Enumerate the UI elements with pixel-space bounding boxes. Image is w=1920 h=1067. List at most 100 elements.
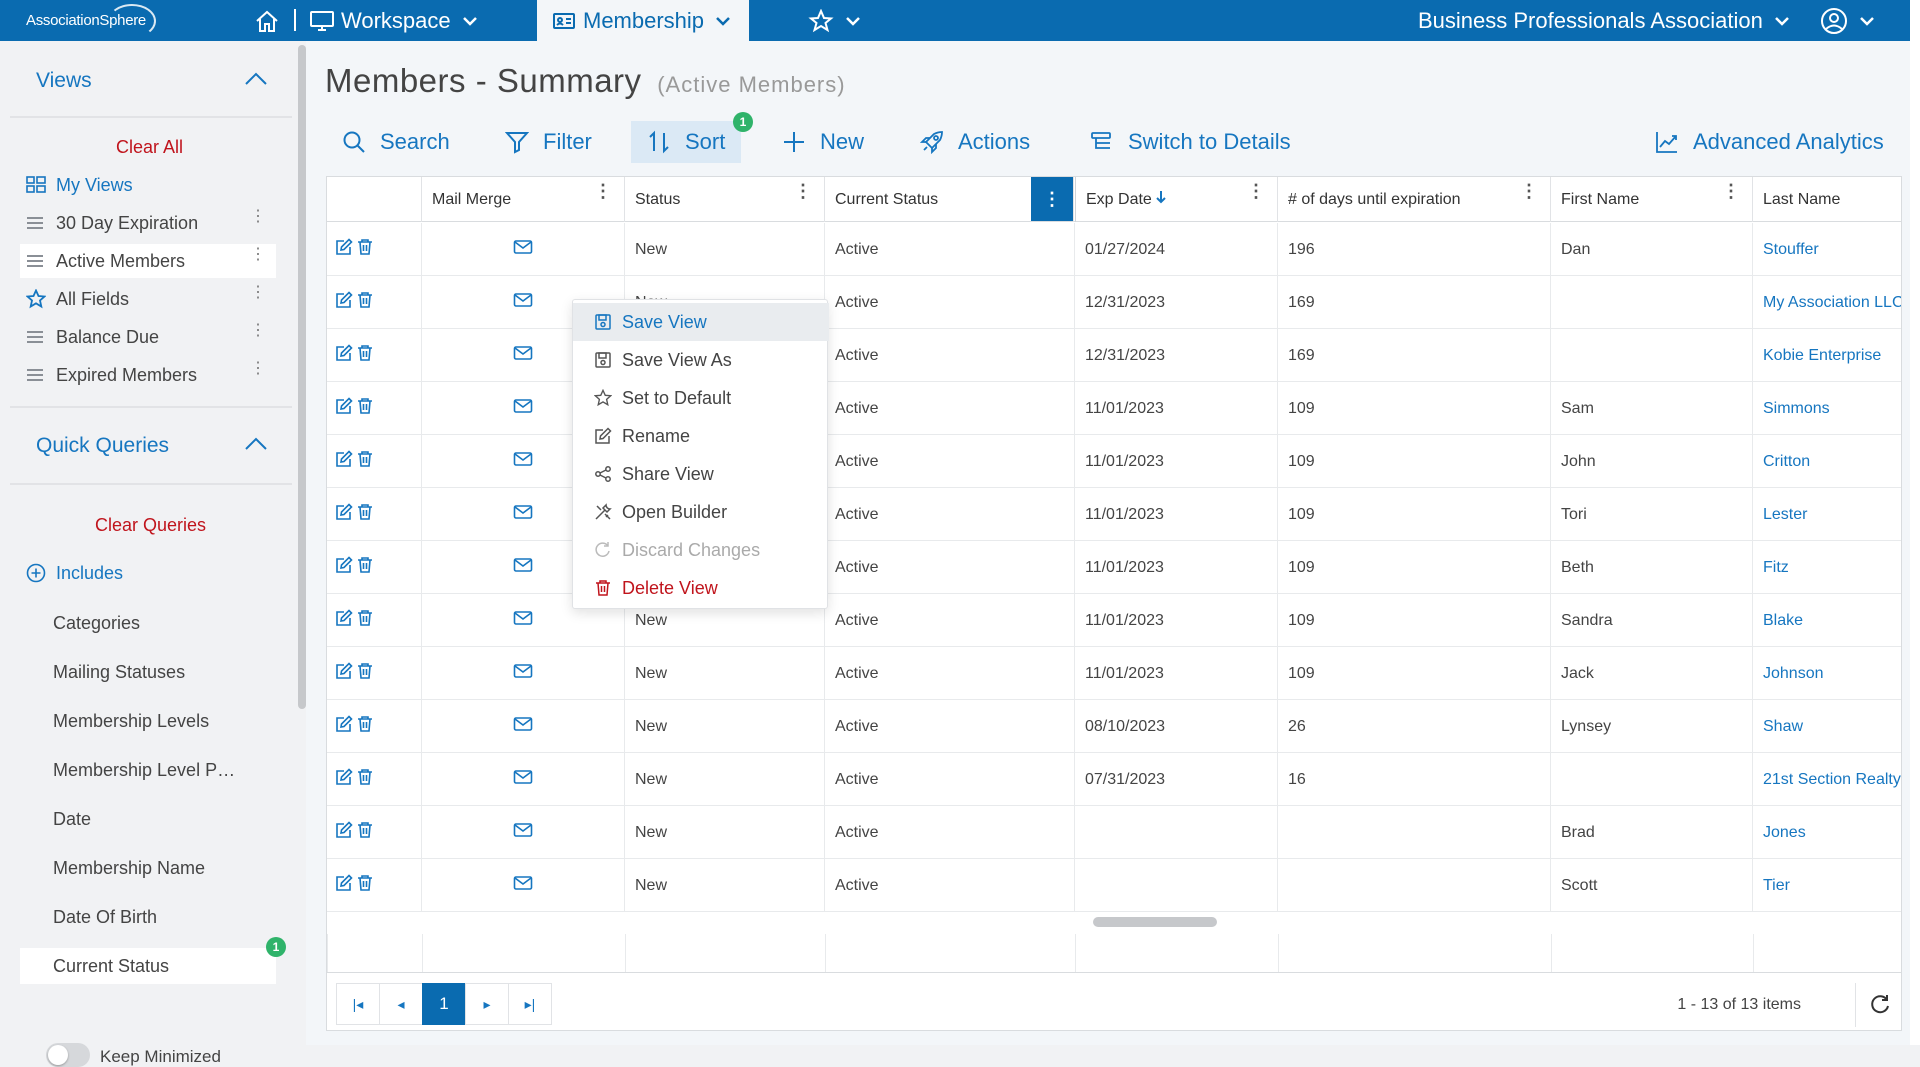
mail-icon[interactable] <box>513 875 533 896</box>
trash-icon[interactable] <box>357 715 373 738</box>
edit-icon[interactable] <box>335 238 353 261</box>
table-row[interactable]: New Active Scott Tier <box>327 859 1901 912</box>
query-current-status[interactable]: Current Status <box>20 948 276 984</box>
actions-button[interactable]: Actions <box>920 121 1030 163</box>
trash-icon[interactable] <box>357 291 373 314</box>
cell-last-name[interactable]: Tier <box>1753 859 1901 912</box>
mail-icon[interactable] <box>513 610 533 631</box>
more-vertical-icon[interactable]: ⋮ <box>1247 181 1265 201</box>
more-vertical-icon[interactable]: ⋮ <box>250 284 266 301</box>
query-date-of-birth[interactable]: Date Of Birth <box>53 906 158 927</box>
trash-icon[interactable] <box>357 450 373 473</box>
sort-button[interactable]: Sort <box>631 121 742 163</box>
chevron-up-icon[interactable] <box>244 71 268 95</box>
chevron-up-icon[interactable] <box>244 436 268 460</box>
view-item-all-fields[interactable]: All Fields ⋮ <box>20 282 276 316</box>
header-first-name[interactable]: First Name ⋮ <box>1551 177 1753 222</box>
edit-icon[interactable] <box>335 450 353 473</box>
mail-icon[interactable] <box>513 504 533 525</box>
switch-to-details-button[interactable]: Switch to Details <box>1090 121 1291 163</box>
trash-icon[interactable] <box>357 397 373 420</box>
query-membership-levels[interactable]: Membership Levels <box>53 710 210 731</box>
membership-menu[interactable]: Membership <box>537 0 749 41</box>
mail-icon[interactable] <box>513 398 533 419</box>
cell-last-name[interactable]: 21st Section Realty <box>1753 753 1901 806</box>
query-mailing-statuses[interactable]: Mailing Statuses <box>53 661 186 682</box>
table-row[interactable]: New Active Brad Jones <box>327 806 1901 859</box>
advanced-analytics-button[interactable]: Advanced Analytics <box>1655 121 1884 163</box>
view-item-expired-members[interactable]: Expired Members ⋮ <box>20 358 276 392</box>
trash-icon[interactable] <box>357 344 373 367</box>
cell-last-name[interactable]: Critton <box>1753 435 1901 488</box>
header-mail-merge[interactable]: Mail Merge ⋮ <box>422 177 625 222</box>
cell-last-name[interactable]: Jones <box>1753 806 1901 859</box>
table-row[interactable]: New Active 11/01/2023 109 Sandra Blake <box>327 594 1901 647</box>
trash-icon[interactable] <box>357 768 373 791</box>
more-vertical-icon[interactable]: ⋮ <box>250 208 266 225</box>
cell-last-name[interactable]: My Association LLC <box>1753 276 1901 329</box>
header-exp-date[interactable]: Exp Date ⋮ <box>1075 177 1278 222</box>
mail-icon[interactable] <box>513 451 533 472</box>
mail-icon[interactable] <box>513 239 533 260</box>
table-row[interactable]: New Active 11/01/2023 109 Jack Johnson <box>327 647 1901 700</box>
menu-save-view-as[interactable]: Save View As <box>573 341 829 379</box>
mail-icon[interactable] <box>513 557 533 578</box>
edit-icon[interactable] <box>335 768 353 791</box>
edit-icon[interactable] <box>335 874 353 897</box>
trash-icon[interactable] <box>357 874 373 897</box>
clear-all-button[interactable]: Clear All <box>116 137 184 157</box>
sidebar-scrollbar[interactable] <box>298 45 306 709</box>
mail-icon[interactable] <box>513 716 533 737</box>
edit-icon[interactable] <box>335 715 353 738</box>
query-date[interactable]: Date <box>53 808 92 829</box>
clear-queries-button[interactable]: Clear Queries <box>95 515 207 535</box>
menu-discard-changes[interactable]: Discard Changes <box>573 531 829 569</box>
edit-icon[interactable] <box>335 662 353 685</box>
edit-icon[interactable] <box>335 609 353 632</box>
cell-last-name[interactable]: Johnson <box>1753 647 1901 700</box>
cell-last-name[interactable]: Fitz <box>1753 541 1901 594</box>
trash-icon[interactable] <box>357 238 373 261</box>
my-views-item[interactable]: My Views <box>20 168 276 202</box>
menu-share-view[interactable]: Share View <box>573 455 829 493</box>
mail-icon[interactable] <box>513 822 533 843</box>
edit-icon[interactable] <box>335 821 353 844</box>
table-row[interactable]: New Active 01/27/2024 196 Dan Stouffer <box>327 223 1901 276</box>
includes-item[interactable]: Includes <box>20 556 276 590</box>
cell-last-name[interactable]: Stouffer <box>1753 223 1901 276</box>
home-icon[interactable] <box>254 0 280 41</box>
previous-page-icon[interactable]: ◂ <box>379 983 423 1025</box>
table-row[interactable]: New Active 08/10/2023 26 Lynsey Shaw <box>327 700 1901 753</box>
query-membership-name[interactable]: Membership Name <box>53 857 206 878</box>
filter-button[interactable]: Filter <box>505 121 592 163</box>
new-button[interactable]: New <box>782 121 864 163</box>
header-current-status[interactable]: Current Status ⋮ <box>825 177 1074 222</box>
favorites-menu[interactable] <box>808 0 862 41</box>
more-vertical-icon[interactable]: ⋮ <box>1520 181 1538 201</box>
last-page-icon[interactable]: ▸| <box>508 983 552 1025</box>
edit-icon[interactable] <box>335 556 353 579</box>
app-logo[interactable]: AssociationSphere <box>26 4 160 38</box>
more-vertical-icon[interactable]: ⋮ <box>794 181 812 201</box>
search-button[interactable]: Search <box>342 121 450 163</box>
workspace-menu[interactable]: Workspace <box>309 0 479 41</box>
edit-icon[interactable] <box>335 503 353 526</box>
edit-icon[interactable] <box>335 344 353 367</box>
view-item-balance-due[interactable]: Balance Due ⋮ <box>20 320 276 354</box>
more-vertical-icon[interactable]: ⋮ <box>250 360 266 377</box>
organization-menu[interactable]: Business Professionals Association <box>1418 0 1791 41</box>
edit-icon[interactable] <box>335 397 353 420</box>
edit-icon[interactable] <box>335 291 353 314</box>
more-vertical-icon[interactable]: ⋮ <box>1722 181 1740 201</box>
menu-delete-view[interactable]: Delete View <box>573 569 829 607</box>
trash-icon[interactable] <box>357 556 373 579</box>
view-item-30-day-expiration[interactable]: 30 Day Expiration ⋮ <box>20 206 276 240</box>
page-number-button[interactable]: 1 <box>422 983 466 1025</box>
more-vertical-icon[interactable]: ⋮ <box>594 181 612 201</box>
trash-icon[interactable] <box>357 503 373 526</box>
menu-set-to-default[interactable]: Set to Default <box>573 379 829 417</box>
